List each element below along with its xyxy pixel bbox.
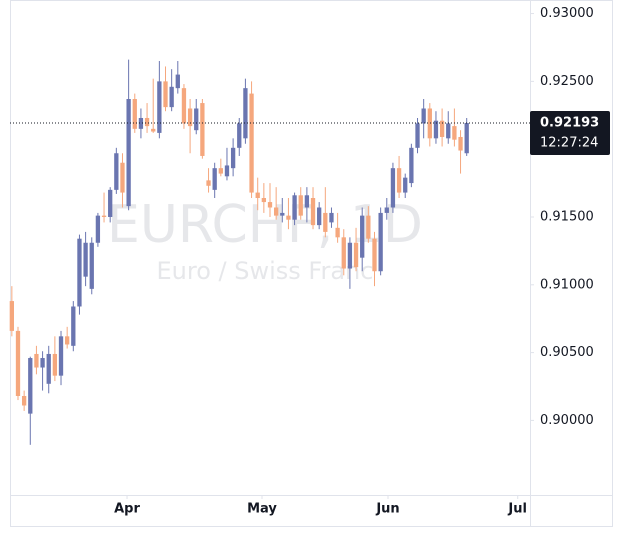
candle-body bbox=[151, 128, 156, 132]
candle-body bbox=[433, 120, 439, 139]
y-tick-label: 0.92500 bbox=[540, 74, 594, 89]
candle-body bbox=[212, 168, 217, 190]
y-tick-label: 0.93000 bbox=[540, 6, 594, 21]
y-tick-label: 0.91500 bbox=[540, 209, 594, 224]
candle-body bbox=[409, 147, 414, 184]
x-tick-label: Apr bbox=[114, 502, 140, 517]
candle-body bbox=[323, 212, 328, 232]
candle-body bbox=[15, 330, 21, 396]
candle-body bbox=[108, 189, 113, 217]
candle-body bbox=[243, 88, 248, 139]
candle-body bbox=[101, 215, 107, 217]
candle-body bbox=[390, 168, 396, 208]
y-tick-label: 0.90000 bbox=[540, 413, 594, 428]
candle-body bbox=[114, 153, 119, 190]
candle-body bbox=[144, 117, 150, 127]
candle-body bbox=[317, 207, 322, 226]
candle-body bbox=[163, 81, 168, 108]
candle-body bbox=[175, 74, 180, 89]
y-tick-label: 0.91000 bbox=[540, 277, 594, 292]
candle-body bbox=[292, 195, 297, 220]
candle-body bbox=[40, 358, 45, 368]
watermark-subtitle: Euro / Swiss Franc bbox=[157, 257, 374, 285]
candle-body bbox=[58, 336, 64, 376]
candle-body bbox=[366, 215, 371, 239]
candle-body bbox=[83, 242, 88, 277]
x-tick-label: Jul bbox=[507, 502, 527, 517]
candle-body bbox=[427, 108, 432, 139]
last-price-label: 0.92193 bbox=[540, 116, 599, 131]
candle-body bbox=[9, 301, 14, 331]
candle-body bbox=[200, 103, 205, 156]
candle-body bbox=[298, 195, 303, 216]
candle-body bbox=[304, 195, 310, 208]
candle-body bbox=[237, 123, 242, 148]
candle-body bbox=[206, 180, 211, 186]
candle-body bbox=[464, 123, 469, 154]
candle-body bbox=[384, 207, 389, 213]
candle-body bbox=[21, 396, 27, 406]
candle-body bbox=[181, 88, 187, 124]
y-tick-label: 0.90500 bbox=[540, 345, 594, 360]
candle-body bbox=[378, 212, 383, 272]
candle-body bbox=[71, 306, 76, 346]
candle-body bbox=[452, 126, 457, 140]
candle-body bbox=[347, 242, 353, 269]
candle-body bbox=[77, 238, 82, 307]
candle-body bbox=[194, 108, 199, 131]
plot-area bbox=[9, 59, 469, 445]
x-tick-label: Jun bbox=[375, 502, 399, 517]
candle-body bbox=[95, 215, 101, 243]
candle-body bbox=[310, 198, 316, 226]
candle-body bbox=[403, 177, 408, 193]
candle-body bbox=[446, 123, 451, 139]
candle-body bbox=[439, 120, 445, 137]
candle-body bbox=[255, 192, 260, 198]
candle-body bbox=[329, 212, 334, 223]
candle-body bbox=[249, 93, 254, 193]
candle-body bbox=[169, 86, 174, 108]
candle-body bbox=[261, 198, 267, 203]
last-price-box bbox=[530, 111, 610, 156]
x-tick-label: May bbox=[247, 502, 277, 517]
frame bbox=[10, 0, 613, 527]
candle-body bbox=[132, 99, 137, 129]
candle-body bbox=[396, 168, 402, 193]
candle-body bbox=[218, 168, 223, 174]
candle-body bbox=[224, 165, 230, 177]
candle-body bbox=[286, 215, 291, 220]
candle-body bbox=[138, 117, 144, 129]
candle-body bbox=[230, 147, 236, 169]
candle-body bbox=[187, 108, 193, 127]
candle-body bbox=[267, 202, 273, 208]
candle-body bbox=[28, 358, 33, 414]
candle-body bbox=[353, 242, 359, 268]
candle-body bbox=[341, 237, 346, 269]
countdown-label: 12:27:24 bbox=[540, 136, 598, 151]
candle-body bbox=[52, 353, 58, 376]
candle-body bbox=[157, 81, 162, 133]
candle-body bbox=[120, 162, 125, 193]
candle-body bbox=[65, 336, 70, 345]
candle-body bbox=[280, 212, 285, 216]
candle-body bbox=[360, 215, 365, 258]
candle-body bbox=[458, 136, 463, 151]
candle-body bbox=[126, 99, 131, 207]
candle-body bbox=[372, 238, 377, 272]
candle-body bbox=[273, 207, 279, 216]
candle-body bbox=[421, 108, 426, 124]
candle-body bbox=[335, 227, 340, 238]
candle-body bbox=[89, 242, 94, 289]
candle-body bbox=[46, 353, 51, 384]
candle-body bbox=[415, 123, 420, 148]
candle-body bbox=[34, 353, 39, 368]
